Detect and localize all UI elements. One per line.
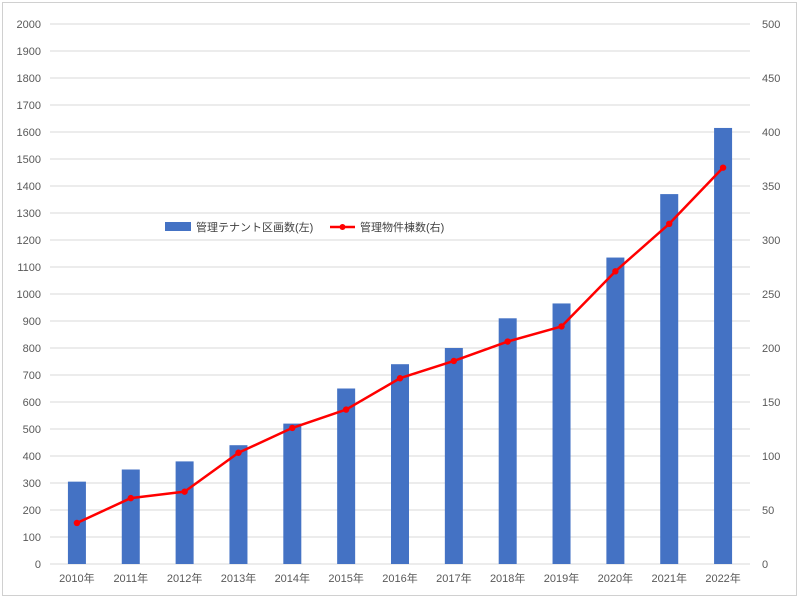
line-point bbox=[504, 338, 511, 345]
line-point bbox=[342, 406, 350, 413]
x-tick-label: 2019年 bbox=[544, 571, 579, 585]
bar bbox=[229, 445, 248, 564]
right-tick-label: 50 bbox=[762, 505, 774, 517]
right-tick-label: 500 bbox=[762, 19, 780, 31]
left-tick-label: 1200 bbox=[17, 235, 41, 247]
line-point bbox=[558, 323, 565, 330]
right-tick-label: 400 bbox=[762, 127, 780, 139]
line-series bbox=[73, 164, 727, 527]
right-axis-ticks: 0 50 100 150 200 250 300 350 400 450 500 bbox=[762, 19, 780, 571]
right-tick-label: 300 bbox=[762, 235, 780, 247]
right-tick-label: 100 bbox=[762, 451, 780, 463]
left-tick-label: 600 bbox=[23, 397, 41, 409]
bar bbox=[121, 469, 140, 564]
gridlines bbox=[50, 23, 750, 565]
right-tick-label: 450 bbox=[762, 73, 780, 85]
left-tick-label: 800 bbox=[23, 343, 41, 355]
left-tick-label: 1600 bbox=[17, 127, 41, 139]
line-point bbox=[181, 488, 188, 495]
bar bbox=[498, 318, 517, 564]
bar bbox=[337, 388, 356, 564]
left-tick-label: 700 bbox=[23, 370, 41, 382]
left-tick-label: 200 bbox=[23, 505, 41, 517]
x-tick-label: 2010年 bbox=[59, 571, 94, 585]
line-point bbox=[235, 449, 242, 456]
left-tick-label: 100 bbox=[23, 532, 41, 544]
right-tick-label: 150 bbox=[762, 397, 780, 409]
x-tick-label: 2017年 bbox=[436, 571, 471, 585]
x-tick-label: 2016年 bbox=[382, 571, 417, 585]
x-tick-label: 2014年 bbox=[275, 571, 310, 585]
line-point bbox=[666, 220, 673, 227]
bar bbox=[391, 364, 409, 564]
right-tick-label: 250 bbox=[762, 289, 780, 301]
line-point bbox=[719, 164, 727, 171]
left-tick-label: 1000 bbox=[17, 289, 41, 301]
x-tick-label: 2012年 bbox=[167, 571, 202, 585]
x-tick-label: 2020年 bbox=[598, 571, 633, 585]
legend-line-marker bbox=[339, 224, 346, 230]
right-tick-label: 0 bbox=[762, 559, 768, 571]
bar bbox=[606, 257, 625, 564]
legend-line-label: 管理物件棟数(右) bbox=[360, 220, 444, 234]
x-tick-label: 2022年 bbox=[705, 571, 740, 585]
x-axis-ticks: 2010年 2011年 2012年 2013年 2014年 2015年 2016年 2017年… bbox=[59, 571, 741, 585]
left-tick-label: 1100 bbox=[17, 262, 41, 274]
x-tick-label: 2011年 bbox=[113, 571, 148, 585]
left-tick-label: 0 bbox=[35, 559, 41, 571]
line-point bbox=[396, 375, 404, 382]
bar bbox=[444, 348, 463, 564]
x-tick-label: 2021年 bbox=[651, 571, 686, 585]
bar bbox=[552, 303, 571, 564]
left-tick-label: 500 bbox=[23, 424, 41, 436]
bar bbox=[660, 194, 679, 564]
left-tick-label: 400 bbox=[23, 451, 41, 463]
x-tick-label: 2015年 bbox=[328, 571, 363, 585]
bar-series bbox=[67, 127, 733, 564]
left-tick-label: 900 bbox=[23, 316, 41, 328]
left-tick-label: 300 bbox=[23, 478, 41, 490]
left-tick-label: 1300 bbox=[17, 208, 41, 220]
legend-bar-label: 管理テナント区画数(左) bbox=[196, 220, 313, 234]
left-tick-label: 2000 bbox=[17, 19, 41, 31]
right-tick-label: 200 bbox=[762, 343, 780, 355]
left-axis-ticks: 0 100 200 300 400 500 600 700 800 900 1000 1100 1200… bbox=[17, 19, 41, 571]
line-point bbox=[450, 357, 458, 365]
line-point bbox=[73, 519, 81, 527]
left-tick-label: 1400 bbox=[17, 181, 41, 193]
bar bbox=[714, 127, 733, 564]
left-tick-label: 1900 bbox=[17, 46, 41, 58]
bar bbox=[283, 423, 302, 564]
bar bbox=[175, 461, 194, 564]
x-tick-label: 2013年 bbox=[221, 571, 256, 585]
legend-bar-swatch bbox=[165, 222, 191, 231]
line-point bbox=[612, 268, 619, 275]
left-tick-label: 1700 bbox=[17, 100, 41, 112]
left-tick-label: 1800 bbox=[17, 73, 41, 85]
x-tick-label: 2018年 bbox=[490, 571, 525, 585]
right-tick-label: 350 bbox=[762, 181, 780, 193]
left-tick-label: 1500 bbox=[17, 154, 41, 166]
line-point bbox=[127, 494, 134, 502]
legend: 管理テナント区画数(左) 管理物件棟数(右) bbox=[165, 220, 444, 234]
line-point bbox=[289, 424, 296, 432]
